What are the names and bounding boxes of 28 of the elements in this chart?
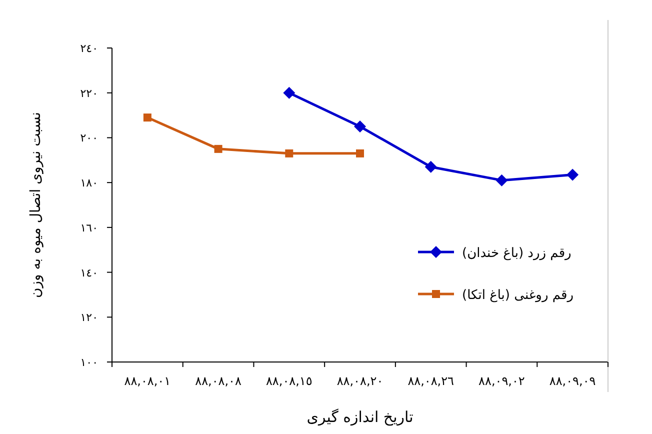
point [496,174,508,186]
point [285,149,294,158]
y-tick-label: ٢٢٠ [80,86,98,100]
point [424,160,437,173]
point [143,114,152,122]
y-tick-label: ٢٤٠ [80,42,98,55]
x-tick-label: ٨٨,٠٩,٠٩ [549,374,596,388]
point [356,149,364,158]
y-axis-title: نسبت نیروی اتصال میوه به وزن [28,112,44,298]
x-tick-label: ٨٨,٠٨,١٥ [266,374,312,388]
y-tick-label: ١٢٠ [80,311,98,324]
x-tick-label: ٨٨,٠٨,٠٨ [195,374,242,388]
point [354,120,366,132]
x-axis-title: تاریخ اندازه گیری [306,408,414,426]
y-tick-label: ٢٠٠ [80,132,98,145]
point [214,144,222,153]
legend-label: رقم روغنی (باغ اتکا) [462,288,574,303]
x-tick-label: ٨٨,٠٨,٠١ [124,374,171,388]
y-tick-label: ١٤٠ [80,266,98,280]
y-tick-label: ١٠٠ [80,356,98,369]
y-tick-label: ١٦٠ [80,221,98,234]
x-tick-label: ٨٨,٠٨,٢٠ [336,374,384,388]
legend-label: رقم زرد (باغ خندان) [462,246,572,261]
point [566,168,579,181]
y-tick-label: ١٨٠ [80,176,98,190]
x-tick-label: ٨٨,٠٩,٠٢ [478,374,525,388]
point [283,86,296,99]
x-tick-label: ٨٨,٠٨,٢٦ [408,374,454,388]
